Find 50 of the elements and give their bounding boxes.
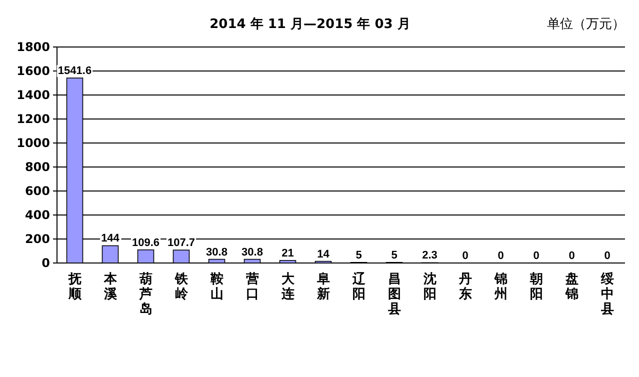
x-tick-label: 昌图县 xyxy=(386,272,401,317)
x-tick-label: 鞍山 xyxy=(209,271,224,302)
y-tick-label: 0 xyxy=(42,256,50,270)
x-tick-label: 阜新 xyxy=(316,272,330,302)
y-tick-label: 1200 xyxy=(16,112,50,126)
x-tick-label: 抚顺 xyxy=(67,272,82,302)
x-tick-label: 铁岭 xyxy=(174,272,189,302)
y-tick-label: 400 xyxy=(24,208,50,222)
data-label: 144 xyxy=(101,232,120,245)
x-tick-label: 营口 xyxy=(244,271,259,302)
x-tick-label: 辽阳 xyxy=(351,272,366,302)
data-label: 21 xyxy=(282,247,294,260)
text: 单位（万元） xyxy=(547,17,625,32)
data-label: 109.6 xyxy=(132,236,160,249)
chart-title: 2014 年 11 月—2015 年 03 月 xyxy=(210,17,410,32)
data-label: 30.8 xyxy=(206,246,228,258)
y-tick-label: 1800 xyxy=(16,40,50,54)
x-tick-label: 锦州 xyxy=(493,272,508,302)
y-tick-label: 600 xyxy=(24,184,50,198)
x-tick-label: 大连 xyxy=(280,272,296,302)
bar xyxy=(279,260,296,264)
y-tick-label: 1600 xyxy=(16,64,50,78)
data-label: 5 xyxy=(391,249,398,262)
data-label: 5 xyxy=(356,249,362,262)
data-label: 107.7 xyxy=(167,237,196,250)
data-label: 0 xyxy=(462,250,468,262)
data-label: 0 xyxy=(604,250,610,262)
x-tick-label: 丹东 xyxy=(458,272,472,302)
bar xyxy=(208,258,226,264)
data-label: 0 xyxy=(568,250,575,262)
data-label: 30.8 xyxy=(242,246,263,258)
x-tick-label: 本溪 xyxy=(102,272,118,302)
data-label: 2.3 xyxy=(422,250,438,262)
data-label: 0 xyxy=(498,250,504,262)
y-tick-label: 1400 xyxy=(16,88,50,102)
x-tick-label: 葫芦岛 xyxy=(138,271,152,317)
y-tick-label: 800 xyxy=(24,160,50,174)
x-tick-label: 盘锦 xyxy=(564,272,578,302)
data-label: 14 xyxy=(317,248,330,260)
x-tick-label: 朝阳 xyxy=(528,272,543,302)
x-tick-label: 沈阳 xyxy=(422,272,436,302)
x-tick-label: 绥中县 xyxy=(600,271,614,317)
data-label: 0 xyxy=(533,250,540,262)
data-label: 1541.6 xyxy=(58,65,92,78)
bar xyxy=(172,250,190,264)
y-tick-label: 1000 xyxy=(16,136,50,150)
y-tick-label: 200 xyxy=(24,232,50,246)
bar xyxy=(244,258,261,264)
bar xyxy=(137,249,154,264)
bar xyxy=(102,245,119,264)
